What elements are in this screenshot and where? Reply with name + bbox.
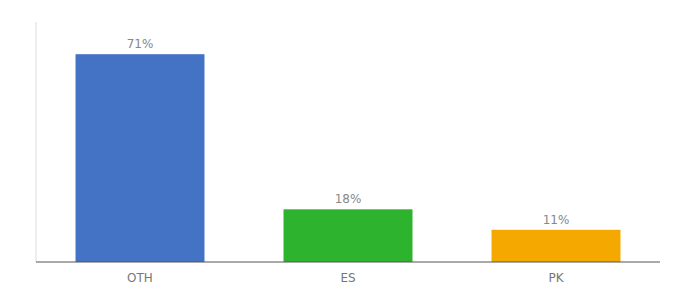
x-tick-label: ES — [340, 271, 355, 285]
x-tick-label: OTH — [127, 271, 153, 285]
bar — [76, 54, 205, 262]
data-label: 11% — [543, 213, 570, 227]
x-tick-label: PK — [548, 271, 564, 285]
plot-area — [76, 54, 621, 262]
y-axis-line — [36, 22, 37, 262]
bar — [284, 209, 413, 262]
data-label: 18% — [335, 192, 362, 206]
chart-container: OTH ES PK 71% 18% 11% — [0, 0, 680, 300]
data-label: 71% — [127, 37, 154, 51]
x-axis-line — [36, 262, 660, 263]
bar — [492, 230, 621, 262]
chart-svg: OTH ES PK 71% 18% 11% — [0, 0, 680, 300]
